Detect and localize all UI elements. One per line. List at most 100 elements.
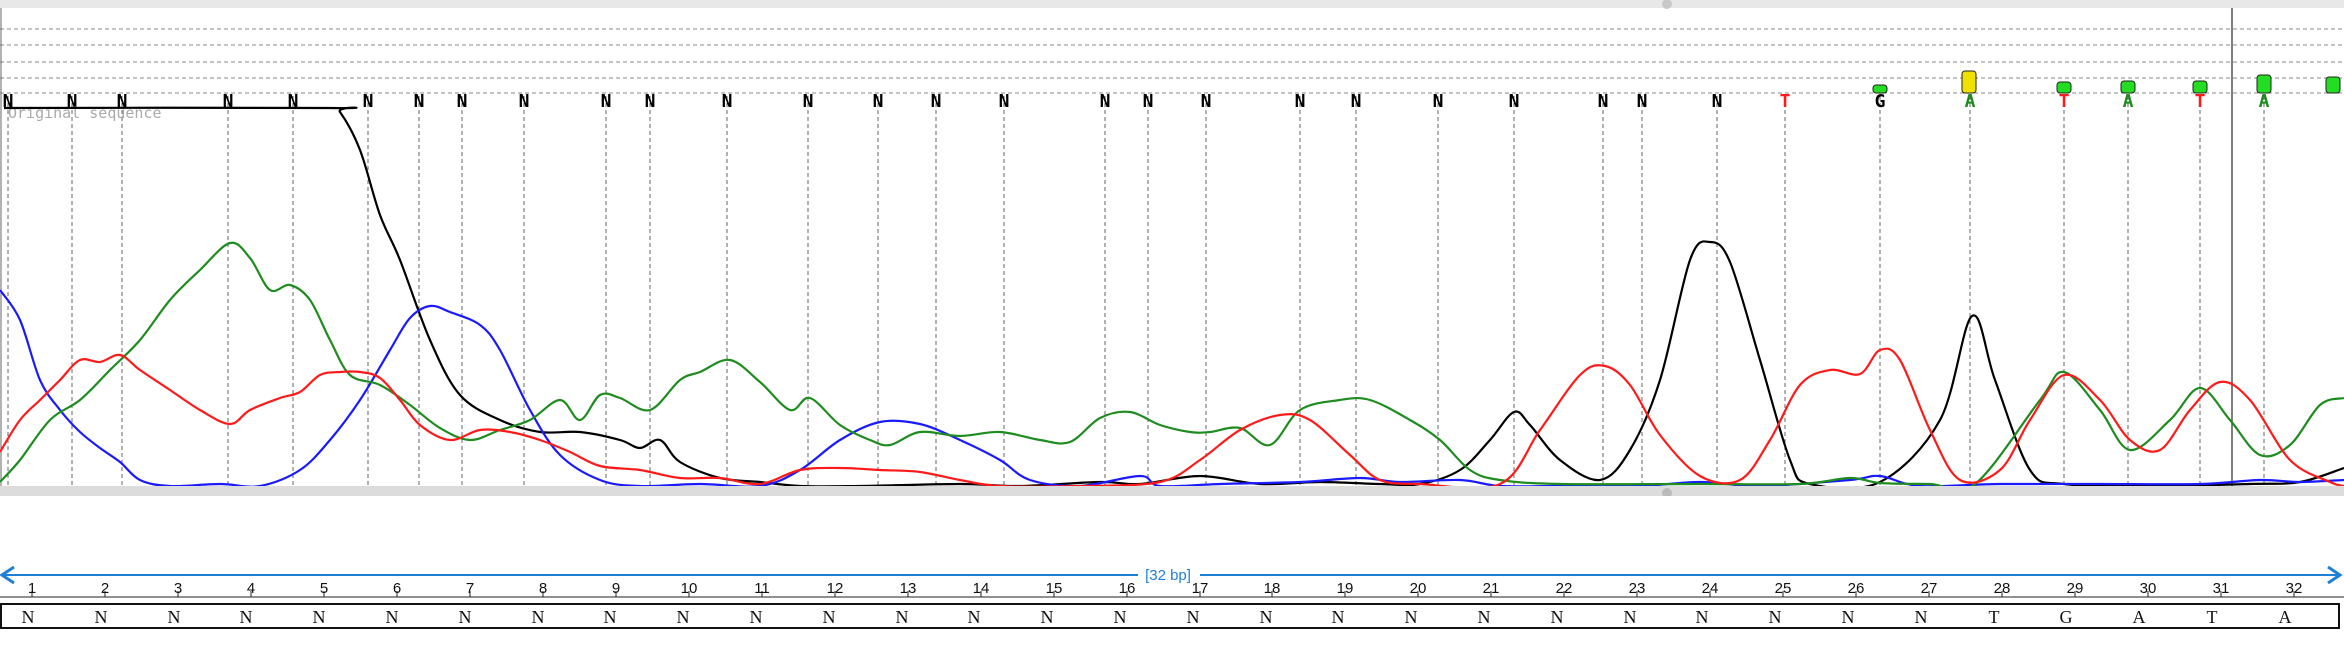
called-base[interactable]: A	[1965, 91, 1976, 112]
trace-curve	[0, 241, 2344, 492]
quality-gridlines	[0, 28, 2344, 94]
ruler-position: 20	[1410, 580, 1427, 597]
called-base[interactable]: A	[2123, 91, 2134, 112]
ruler-position: 10	[681, 580, 698, 597]
sequence-base[interactable]: N	[1842, 607, 1855, 627]
bottom-resize-handle[interactable]	[1662, 488, 1672, 496]
ruler-position: 22	[1556, 580, 1573, 597]
sequence-base[interactable]: A	[2133, 607, 2146, 627]
called-base[interactable]: N	[601, 91, 612, 112]
called-base[interactable]: N	[1295, 91, 1306, 112]
called-base[interactable]: N	[1143, 91, 1154, 112]
sequence-base[interactable]: N	[1478, 607, 1491, 627]
called-base[interactable]: N	[1351, 91, 1362, 112]
called-base[interactable]: T	[1780, 91, 1791, 112]
called-base[interactable]: N	[117, 91, 128, 112]
called-base[interactable]: N	[519, 91, 530, 112]
sequence-base[interactable]: N	[968, 607, 981, 627]
called-base[interactable]: T	[2059, 91, 2070, 112]
sequence-base[interactable]: N	[1187, 607, 1200, 627]
sequence-base[interactable]: N	[896, 607, 909, 627]
called-base[interactable]: N	[645, 91, 656, 112]
length-indicator: [32 bp]	[0, 565, 2343, 585]
called-base[interactable]: N	[999, 91, 1010, 112]
sequence-base[interactable]: N	[750, 607, 763, 627]
ruler-position: 7	[466, 580, 474, 597]
ruler-position: 6	[393, 580, 401, 597]
sequence-base[interactable]: N	[459, 607, 472, 627]
ruler-position: 19	[1337, 580, 1354, 597]
sequence-base[interactable]: N	[604, 607, 617, 627]
sequence-base[interactable]: N	[532, 607, 545, 627]
called-base[interactable]: G	[1875, 91, 1886, 112]
sequence-base[interactable]: N	[240, 607, 253, 627]
sequence-base[interactable]: T	[2207, 607, 2218, 627]
called-base[interactable]: A	[2259, 91, 2270, 112]
ruler-position: 5	[320, 580, 328, 597]
sequence-base[interactable]: N	[1696, 607, 1709, 627]
ruler-position: 13	[900, 580, 917, 597]
ruler-position: 25	[1775, 580, 1792, 597]
sequence-box[interactable]	[0, 603, 2340, 629]
ruler-position: 14	[973, 580, 990, 597]
right-arrow-icon	[2327, 565, 2343, 585]
sequence-base[interactable]: N	[677, 607, 690, 627]
sequence-base[interactable]: N	[1405, 607, 1418, 627]
sequence-base[interactable]: N	[1260, 607, 1273, 627]
sequence-base[interactable]: N	[1551, 607, 1564, 627]
called-base[interactable]: N	[457, 91, 468, 112]
called-base[interactable]: N	[1598, 91, 1609, 112]
left-arrow-icon	[0, 565, 15, 585]
quality-bar	[2325, 76, 2341, 94]
called-base[interactable]: N	[722, 91, 733, 112]
sequence-base[interactable]: N	[313, 607, 326, 627]
ruler-position: 30	[2140, 580, 2157, 597]
called-base[interactable]: N	[873, 91, 884, 112]
called-base[interactable]: T	[2195, 91, 2206, 112]
quality-bar	[1961, 70, 1977, 94]
called-base[interactable]: N	[1433, 91, 1444, 112]
called-base[interactable]: N	[1509, 91, 1520, 112]
called-base[interactable]: N	[67, 91, 78, 112]
sequence-base[interactable]: N	[823, 607, 836, 627]
sequence-base[interactable]: G	[2060, 607, 2073, 627]
sequence-base[interactable]: N	[1332, 607, 1345, 627]
called-base[interactable]: N	[223, 91, 234, 112]
sequence-base[interactable]: N	[168, 607, 181, 627]
called-base[interactable]: N	[803, 91, 814, 112]
ruler-position: 16	[1119, 580, 1136, 597]
ruler-position: 21	[1483, 580, 1500, 597]
called-base[interactable]: N	[931, 91, 942, 112]
called-base[interactable]: N	[363, 91, 374, 112]
quality-bar	[1872, 84, 1888, 94]
sequence-base[interactable]: N	[386, 607, 399, 627]
trace-curve	[0, 289, 2344, 488]
sequence-base[interactable]: T	[1989, 607, 2000, 627]
ruler-position: 2	[101, 580, 109, 597]
sequence-base[interactable]: N	[1915, 607, 1928, 627]
called-base[interactable]: N	[1201, 91, 1212, 112]
sequence-base[interactable]: N	[22, 607, 35, 627]
sequence-base[interactable]: N	[1114, 607, 1127, 627]
top-scroll-band	[0, 0, 2344, 8]
ruler-position: 24	[1702, 580, 1719, 597]
ruler-position: 28	[1994, 580, 2011, 597]
quality-bar	[2120, 80, 2136, 94]
sequence-base[interactable]: N	[1769, 607, 1782, 627]
called-base[interactable]: N	[288, 91, 299, 112]
called-base[interactable]: N	[1712, 91, 1723, 112]
sequence-base[interactable]: A	[2279, 607, 2292, 627]
quality-bars	[1872, 70, 2341, 94]
called-base[interactable]: N	[414, 91, 425, 112]
called-base[interactable]: N	[1637, 91, 1648, 112]
quality-bar	[2056, 81, 2072, 94]
quality-bar	[2256, 74, 2272, 94]
called-base[interactable]: N	[3, 91, 14, 112]
called-base[interactable]: N	[1100, 91, 1111, 112]
sequence-base[interactable]: N	[1624, 607, 1637, 627]
top-resize-handle[interactable]	[1662, 0, 1672, 9]
sequence-base[interactable]: N	[1041, 607, 1054, 627]
sequence-base[interactable]: N	[95, 607, 108, 627]
